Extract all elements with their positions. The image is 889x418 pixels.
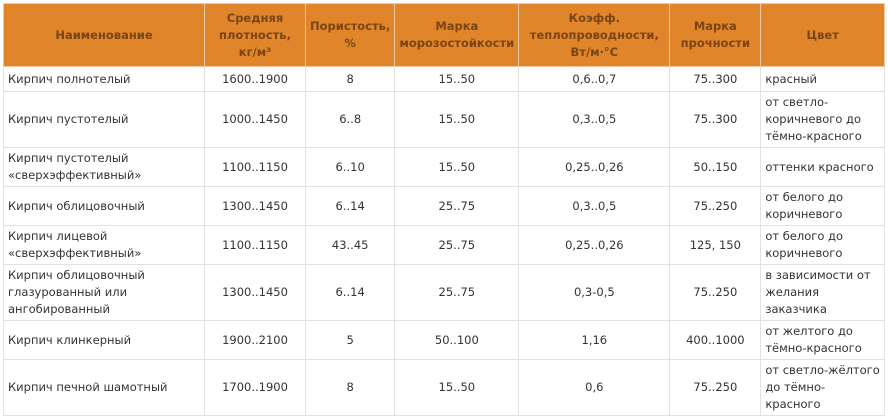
table-cell: 8 <box>304 359 396 416</box>
header-row: Наименование Средняя плотность, кг/м³ По… <box>3 3 885 67</box>
header-porosity: Пористость, % <box>304 3 396 67</box>
table-cell: от белого до коричневого <box>760 225 885 265</box>
table-cell: 6..14 <box>304 186 396 226</box>
table-cell: от белого до коричневого <box>760 186 885 226</box>
header-frost: Марка морозостойкости <box>394 3 520 67</box>
table-cell: 1300..1450 <box>204 186 306 226</box>
table-cell: Кирпич облицовочный <box>3 186 205 226</box>
table-row: Кирпич облицовочный глазурованный или ан… <box>3 264 885 321</box>
header-name: Наименование <box>3 3 205 67</box>
table-row: Кирпич облицовочный 1300..1450 6..14 25..75… <box>3 186 885 226</box>
table-cell: 75..300 <box>669 91 762 148</box>
header-color: Цвет <box>760 3 885 67</box>
table-cell: 75..250 <box>669 186 762 226</box>
table-cell: Кирпич облицовочный глазурованный или ан… <box>3 264 205 321</box>
table-cell: 1100..1150 <box>204 225 306 265</box>
table-cell: 75..250 <box>669 264 762 321</box>
table-cell: 400..1000 <box>669 320 762 360</box>
header-density: Средняя плотность, кг/м³ <box>204 3 306 67</box>
table-cell: Кирпич печной шамотный <box>3 359 205 416</box>
table-cell: от желтого до тёмно-красного <box>760 320 885 360</box>
table-cell: Кирпич пустотелый «сверхэффективный» <box>3 147 205 187</box>
table-cell: 5 <box>304 320 396 360</box>
table-cell: оттенки красного <box>760 147 885 187</box>
table-cell: 0,6..0,7 <box>518 66 671 92</box>
table-cell: 25..75 <box>394 264 520 321</box>
table-row: Кирпич пустотелый «сверхэффективный» 1100… <box>3 147 885 187</box>
table-cell: 15..50 <box>394 66 520 92</box>
table-cell: 1100..1150 <box>204 147 306 187</box>
table-row: Кирпич клинкерный 1900..2100 5 50..100 1,16 4… <box>3 320 885 360</box>
table-cell: 6..14 <box>304 264 396 321</box>
table-cell: 0,3..0,5 <box>518 91 671 148</box>
table-cell: 1300..1450 <box>204 264 306 321</box>
header-conductivity: Коэфф. теплопроводности, Вт/м·°С <box>518 3 671 67</box>
table-cell: от светло-жёлтого до тёмно-красного <box>760 359 885 416</box>
table-cell: 6..8 <box>304 91 396 148</box>
header-strength: Марка прочности <box>669 3 762 67</box>
table-cell: красный <box>760 66 885 92</box>
table-cell: 50..150 <box>669 147 762 187</box>
table-cell: 25..75 <box>394 225 520 265</box>
table-cell: 15..50 <box>394 359 520 416</box>
table-row: Кирпич пустотелый 1000..1450 6..8 15..50 0,3… <box>3 91 885 148</box>
table-row: Кирпич полнотелый 1600..1900 8 15..50 0,6..0… <box>3 66 885 92</box>
table-cell: в зависимости от желания заказчика <box>760 264 885 321</box>
table-cell: Кирпич пустотелый <box>3 91 205 148</box>
table-cell: 6..10 <box>304 147 396 187</box>
table-cell: 0,25..0,26 <box>518 147 671 187</box>
table-cell: 0,3-0,5 <box>518 264 671 321</box>
table-cell: 25..75 <box>394 186 520 226</box>
table-cell: 0,6 <box>518 359 671 416</box>
table-cell: 125, 150 <box>669 225 762 265</box>
table-cell: 50..100 <box>394 320 520 360</box>
table-cell: 1,16 <box>518 320 671 360</box>
table-cell: 43..45 <box>304 225 396 265</box>
table-cell: 1600..1900 <box>204 66 306 92</box>
table-cell: 15..50 <box>394 147 520 187</box>
table-row: Кирпич печной шамотный 1700..1900 8 15..50 0… <box>3 359 885 416</box>
table-cell: Кирпич лицевой «сверхэффективный» <box>3 225 205 265</box>
table-row: Кирпич лицевой «сверхэффективный» 1100..1… <box>3 225 885 265</box>
table-cell: 8 <box>304 66 396 92</box>
table-cell: 15..50 <box>394 91 520 148</box>
table-cell: Кирпич полнотелый <box>3 66 205 92</box>
table-cell: 75..300 <box>669 66 762 92</box>
table-cell: 75..250 <box>669 359 762 416</box>
table-cell: 0,3..0,5 <box>518 186 671 226</box>
table-cell: 1000..1450 <box>204 91 306 148</box>
brick-properties-table: Наименование Средняя плотность, кг/м³ По… <box>3 3 885 416</box>
table-cell: 1700..1900 <box>204 359 306 416</box>
table-cell: 0,25..0,26 <box>518 225 671 265</box>
table-cell: от светло-коричневого до тёмно-красного <box>760 91 885 148</box>
table-cell: 1900..2100 <box>204 320 306 360</box>
table-cell: Кирпич клинкерный <box>3 320 205 360</box>
